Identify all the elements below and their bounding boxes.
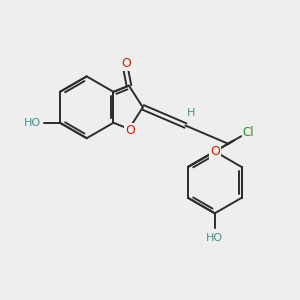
Text: HO: HO: [23, 118, 40, 128]
Text: H: H: [187, 108, 195, 118]
Text: O: O: [125, 124, 135, 137]
Text: Cl: Cl: [242, 126, 254, 139]
Text: HO: HO: [206, 233, 223, 243]
Text: O: O: [121, 57, 131, 70]
Text: O: O: [210, 145, 220, 158]
